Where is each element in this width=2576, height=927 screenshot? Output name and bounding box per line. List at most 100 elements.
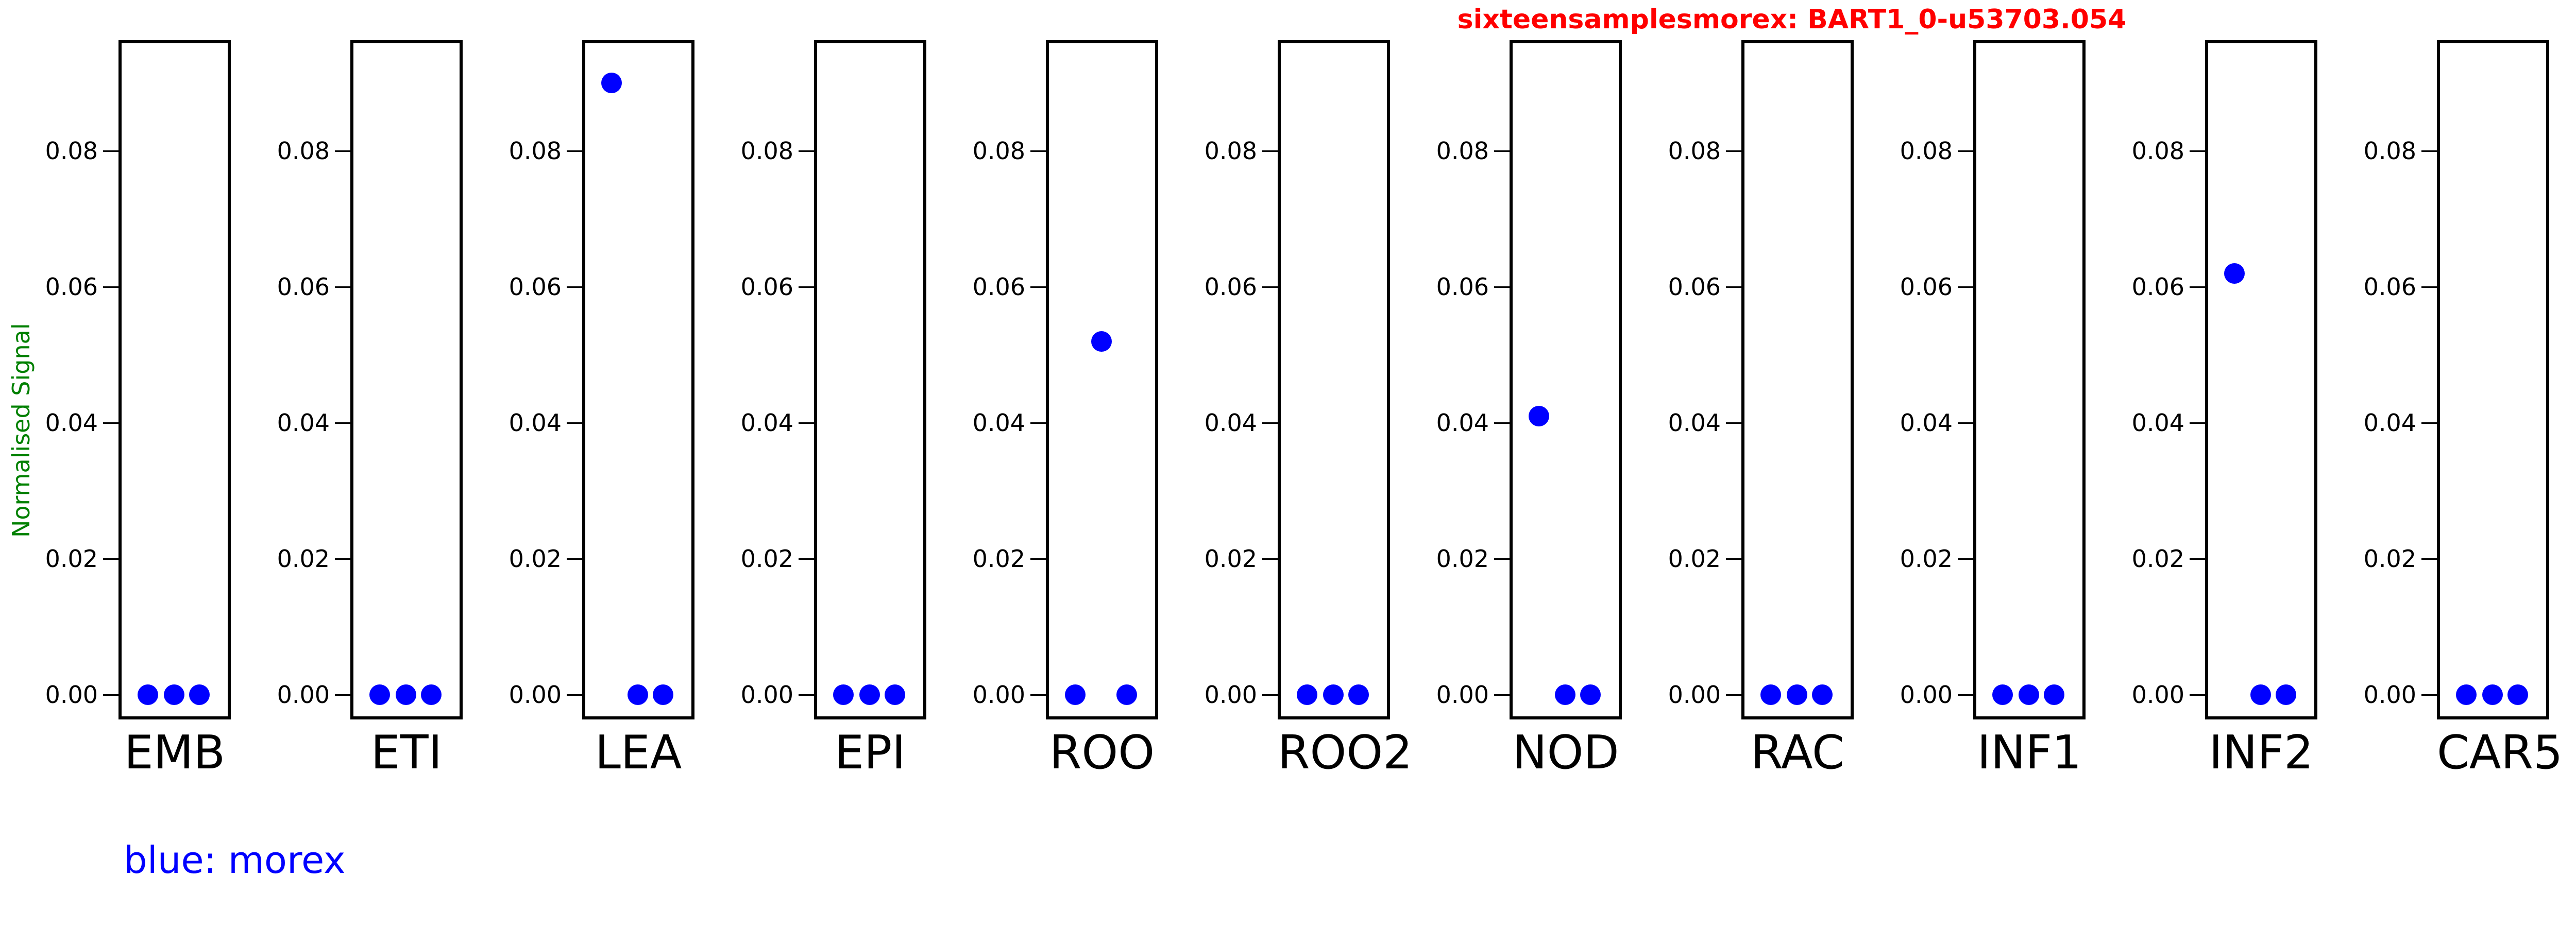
data-point-dot (369, 684, 390, 705)
y-tick-label: 0.06 (2131, 273, 2184, 301)
y-tick-mark (2190, 286, 2205, 288)
y-tick-mark (1958, 694, 1973, 696)
plot-box (1278, 40, 1390, 719)
y-tick-label: 0.06 (1436, 273, 1489, 301)
data-point-dot (1528, 405, 1549, 426)
y-tick-label: 0.08 (2363, 137, 2416, 165)
y-tick-mark (799, 422, 814, 424)
data-point-dot (1296, 684, 1317, 705)
y-tick-mark (567, 558, 582, 560)
y-tick-mark (1262, 286, 1278, 288)
y-tick-mark (2190, 150, 2205, 152)
y-tick-mark (567, 150, 582, 152)
y-tick-mark (799, 150, 814, 152)
y-tick-label: 0.06 (277, 273, 330, 301)
y-tick-label: 0.02 (277, 545, 330, 573)
y-tick-mark (335, 694, 350, 696)
y-tick-mark (103, 150, 118, 152)
y-tick-mark (1494, 694, 1510, 696)
y-tick-mark (1726, 422, 1741, 424)
y-tick-mark (1494, 422, 1510, 424)
y-tick-label: 0.04 (1900, 409, 1953, 437)
data-point-dot (395, 684, 416, 705)
y-tick-label: 0.00 (740, 681, 793, 709)
data-point-dot (2250, 684, 2271, 705)
y-tick-label: 0.00 (972, 681, 1025, 709)
y-tick-mark (799, 694, 814, 696)
data-point-dot (652, 684, 673, 705)
panel-x-label: ETI (370, 726, 443, 780)
y-tick-label: 0.02 (972, 545, 1025, 573)
y-tick-label: 0.00 (45, 681, 98, 709)
y-tick-label: 0.00 (277, 681, 330, 709)
panel-x-label: ROO (1049, 726, 1155, 780)
y-tick-mark (1958, 558, 1973, 560)
plot-box (2205, 40, 2317, 719)
panel-x-label: CAR5 (2437, 726, 2563, 780)
y-tick-mark (335, 422, 350, 424)
y-tick-mark (1726, 694, 1741, 696)
data-point-dot (163, 684, 184, 705)
y-tick-mark (2421, 558, 2437, 560)
panel-ROO: 0.00 0.02 0.04 0.06 0.08 ROO (927, 0, 1159, 927)
y-tick-label: 0.04 (509, 409, 562, 437)
y-tick-mark (1958, 150, 1973, 152)
y-tick-label: 0.02 (1436, 545, 1489, 573)
plot-box (814, 40, 926, 719)
y-tick-label: 0.04 (1668, 409, 1721, 437)
y-tick-label: 0.06 (740, 273, 793, 301)
y-tick-mark (335, 286, 350, 288)
y-tick-label: 0.00 (509, 681, 562, 709)
panel-CAR5: 0.00 0.02 0.04 0.06 0.08 CAR5 (2318, 0, 2563, 927)
y-tick-label: 0.08 (277, 137, 330, 165)
data-point-dot (189, 684, 210, 705)
y-tick-mark (1262, 694, 1278, 696)
y-tick-label: 0.00 (1204, 681, 1257, 709)
y-tick-label: 0.06 (1204, 273, 1257, 301)
y-tick-label: 0.04 (1436, 409, 1489, 437)
y-tick-mark (1726, 286, 1741, 288)
y-tick-mark (799, 558, 814, 560)
y-tick-label: 0.08 (740, 137, 793, 165)
y-tick-label: 0.06 (2571, 275, 2576, 299)
y-tick-label: 0.08 (1436, 137, 1489, 165)
y-tick-label: 0.04 (277, 409, 330, 437)
y-tick-mark (2421, 150, 2437, 152)
plot-box (1510, 40, 1622, 719)
panel-LEA: 0.00 0.02 0.04 0.06 0.08 LEA (464, 0, 696, 927)
y-tick-mark (103, 694, 118, 696)
y-tick-label: 0.04 (45, 409, 98, 437)
y-tick-label: 0.08 (1900, 137, 1953, 165)
y-tick-mark (1262, 150, 1278, 152)
y-tick-label: 0.00 (1900, 681, 1953, 709)
y-tick-label: 0.04 (2363, 409, 2416, 437)
y-tick-mark (2421, 286, 2437, 288)
data-point-dot (2455, 684, 2477, 705)
y-tick-label: 0.00 (1436, 681, 1489, 709)
y-tick-label: 0.06 (45, 273, 98, 301)
y-tick-label: 0.04 (740, 409, 793, 437)
y-tick-mark (799, 286, 814, 288)
y-tick-mark (1262, 558, 1278, 560)
data-point-dot (2482, 684, 2503, 705)
y-tick-label: 0.02 (1668, 545, 1721, 573)
panel-INF2: 0.00 0.02 0.04 0.06 0.08 INF2 (2087, 0, 2318, 927)
plot-box (2437, 40, 2549, 719)
panel-x-label: LEA (595, 726, 682, 780)
y-tick-mark (567, 694, 582, 696)
y-tick-label: 0.06 (1900, 273, 1953, 301)
plot-box (118, 40, 231, 719)
y-tick-mark (567, 286, 582, 288)
y-tick-label: 0.08 (972, 137, 1025, 165)
data-point-dot (1091, 331, 1112, 352)
data-point-dot (1116, 684, 1137, 705)
y-tick-label: 0.08 (1204, 137, 1257, 165)
y-tick-label: 0.08 (2131, 137, 2184, 165)
plot-box (582, 40, 694, 719)
data-point-dot (627, 684, 648, 705)
y-tick-label: 0.04 (2131, 409, 2184, 437)
chart-title: sixteensamplesmorex: BART1_0-u53703.054 (1457, 4, 2127, 35)
y-tick-label: 0.02 (2363, 545, 2416, 573)
data-point-dot (884, 684, 905, 705)
